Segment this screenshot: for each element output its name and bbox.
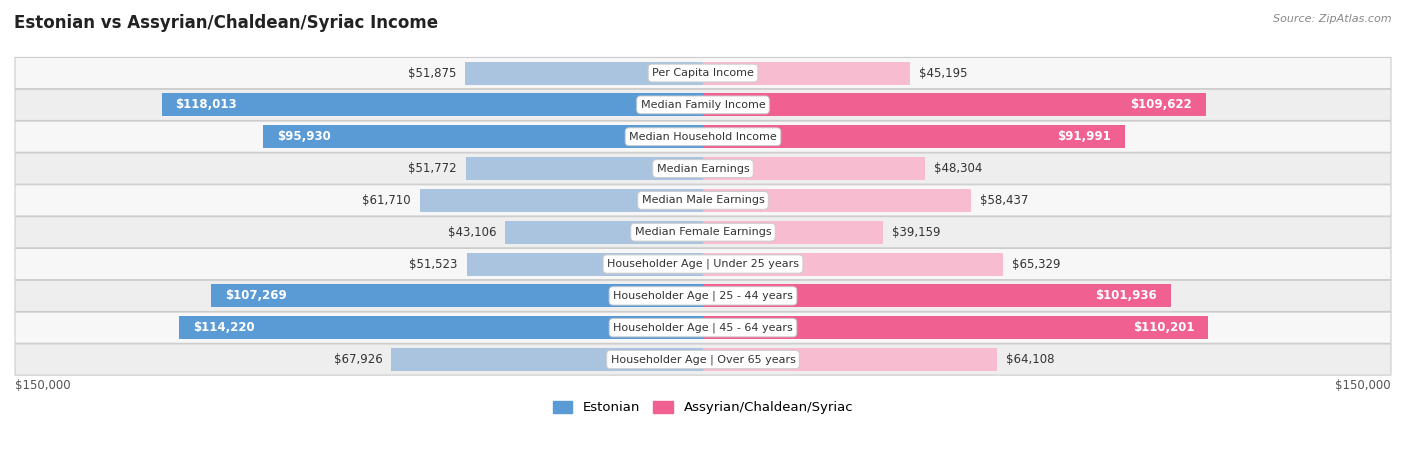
FancyBboxPatch shape: [15, 344, 1391, 375]
FancyBboxPatch shape: [15, 57, 1391, 89]
Text: $114,220: $114,220: [193, 321, 254, 334]
Text: $67,926: $67,926: [333, 353, 382, 366]
Bar: [703, 316, 1208, 339]
Text: $109,622: $109,622: [1130, 99, 1192, 112]
Text: $101,936: $101,936: [1095, 290, 1157, 302]
Text: $51,523: $51,523: [409, 257, 457, 270]
Text: Householder Age | Over 65 years: Householder Age | Over 65 years: [610, 354, 796, 365]
Text: $150,000: $150,000: [15, 379, 70, 392]
Text: $39,159: $39,159: [891, 226, 941, 239]
Text: $48,304: $48,304: [934, 162, 983, 175]
Text: Median Family Income: Median Family Income: [641, 100, 765, 110]
Bar: [420, 189, 703, 212]
FancyBboxPatch shape: [15, 217, 1391, 248]
Bar: [465, 157, 703, 180]
Bar: [505, 221, 703, 244]
Text: $65,329: $65,329: [1012, 257, 1060, 270]
Text: $64,108: $64,108: [1007, 353, 1054, 366]
Text: $51,772: $51,772: [408, 162, 457, 175]
Text: Householder Age | 25 - 44 years: Householder Age | 25 - 44 years: [613, 290, 793, 301]
Text: Householder Age | 45 - 64 years: Householder Age | 45 - 64 years: [613, 322, 793, 333]
Text: Per Capita Income: Per Capita Income: [652, 68, 754, 78]
Text: $95,930: $95,930: [277, 130, 330, 143]
Text: Source: ZipAtlas.com: Source: ZipAtlas.com: [1274, 14, 1392, 24]
FancyBboxPatch shape: [15, 185, 1391, 216]
Bar: [391, 348, 703, 371]
Bar: [703, 125, 1125, 148]
Text: $61,710: $61,710: [363, 194, 411, 207]
Text: Median Household Income: Median Household Income: [628, 132, 778, 142]
Bar: [465, 62, 703, 85]
Bar: [703, 348, 997, 371]
Bar: [703, 221, 883, 244]
FancyBboxPatch shape: [15, 121, 1391, 152]
FancyBboxPatch shape: [15, 312, 1391, 343]
Text: $107,269: $107,269: [225, 290, 287, 302]
FancyBboxPatch shape: [15, 153, 1391, 184]
Text: Estonian vs Assyrian/Chaldean/Syriac Income: Estonian vs Assyrian/Chaldean/Syriac Inc…: [14, 14, 439, 32]
Bar: [162, 93, 703, 116]
Bar: [467, 253, 703, 276]
Text: $91,991: $91,991: [1057, 130, 1111, 143]
Text: $58,437: $58,437: [980, 194, 1029, 207]
Text: Median Female Earnings: Median Female Earnings: [634, 227, 772, 237]
FancyBboxPatch shape: [15, 280, 1391, 311]
Text: $51,875: $51,875: [408, 67, 456, 79]
Bar: [703, 93, 1206, 116]
Bar: [263, 125, 703, 148]
Legend: Estonian, Assyrian/Chaldean/Syriac: Estonian, Assyrian/Chaldean/Syriac: [547, 396, 859, 419]
Text: $110,201: $110,201: [1133, 321, 1195, 334]
Text: $150,000: $150,000: [1336, 379, 1391, 392]
Bar: [703, 157, 925, 180]
Bar: [703, 189, 972, 212]
FancyBboxPatch shape: [15, 248, 1391, 280]
Bar: [703, 284, 1171, 307]
Bar: [703, 253, 1002, 276]
FancyBboxPatch shape: [15, 89, 1391, 120]
Bar: [703, 62, 910, 85]
Bar: [179, 316, 703, 339]
Text: Median Earnings: Median Earnings: [657, 163, 749, 174]
Text: $118,013: $118,013: [176, 99, 238, 112]
Bar: [211, 284, 703, 307]
Text: Householder Age | Under 25 years: Householder Age | Under 25 years: [607, 259, 799, 269]
Text: Median Male Earnings: Median Male Earnings: [641, 195, 765, 205]
Text: $43,106: $43,106: [447, 226, 496, 239]
Text: $45,195: $45,195: [920, 67, 967, 79]
